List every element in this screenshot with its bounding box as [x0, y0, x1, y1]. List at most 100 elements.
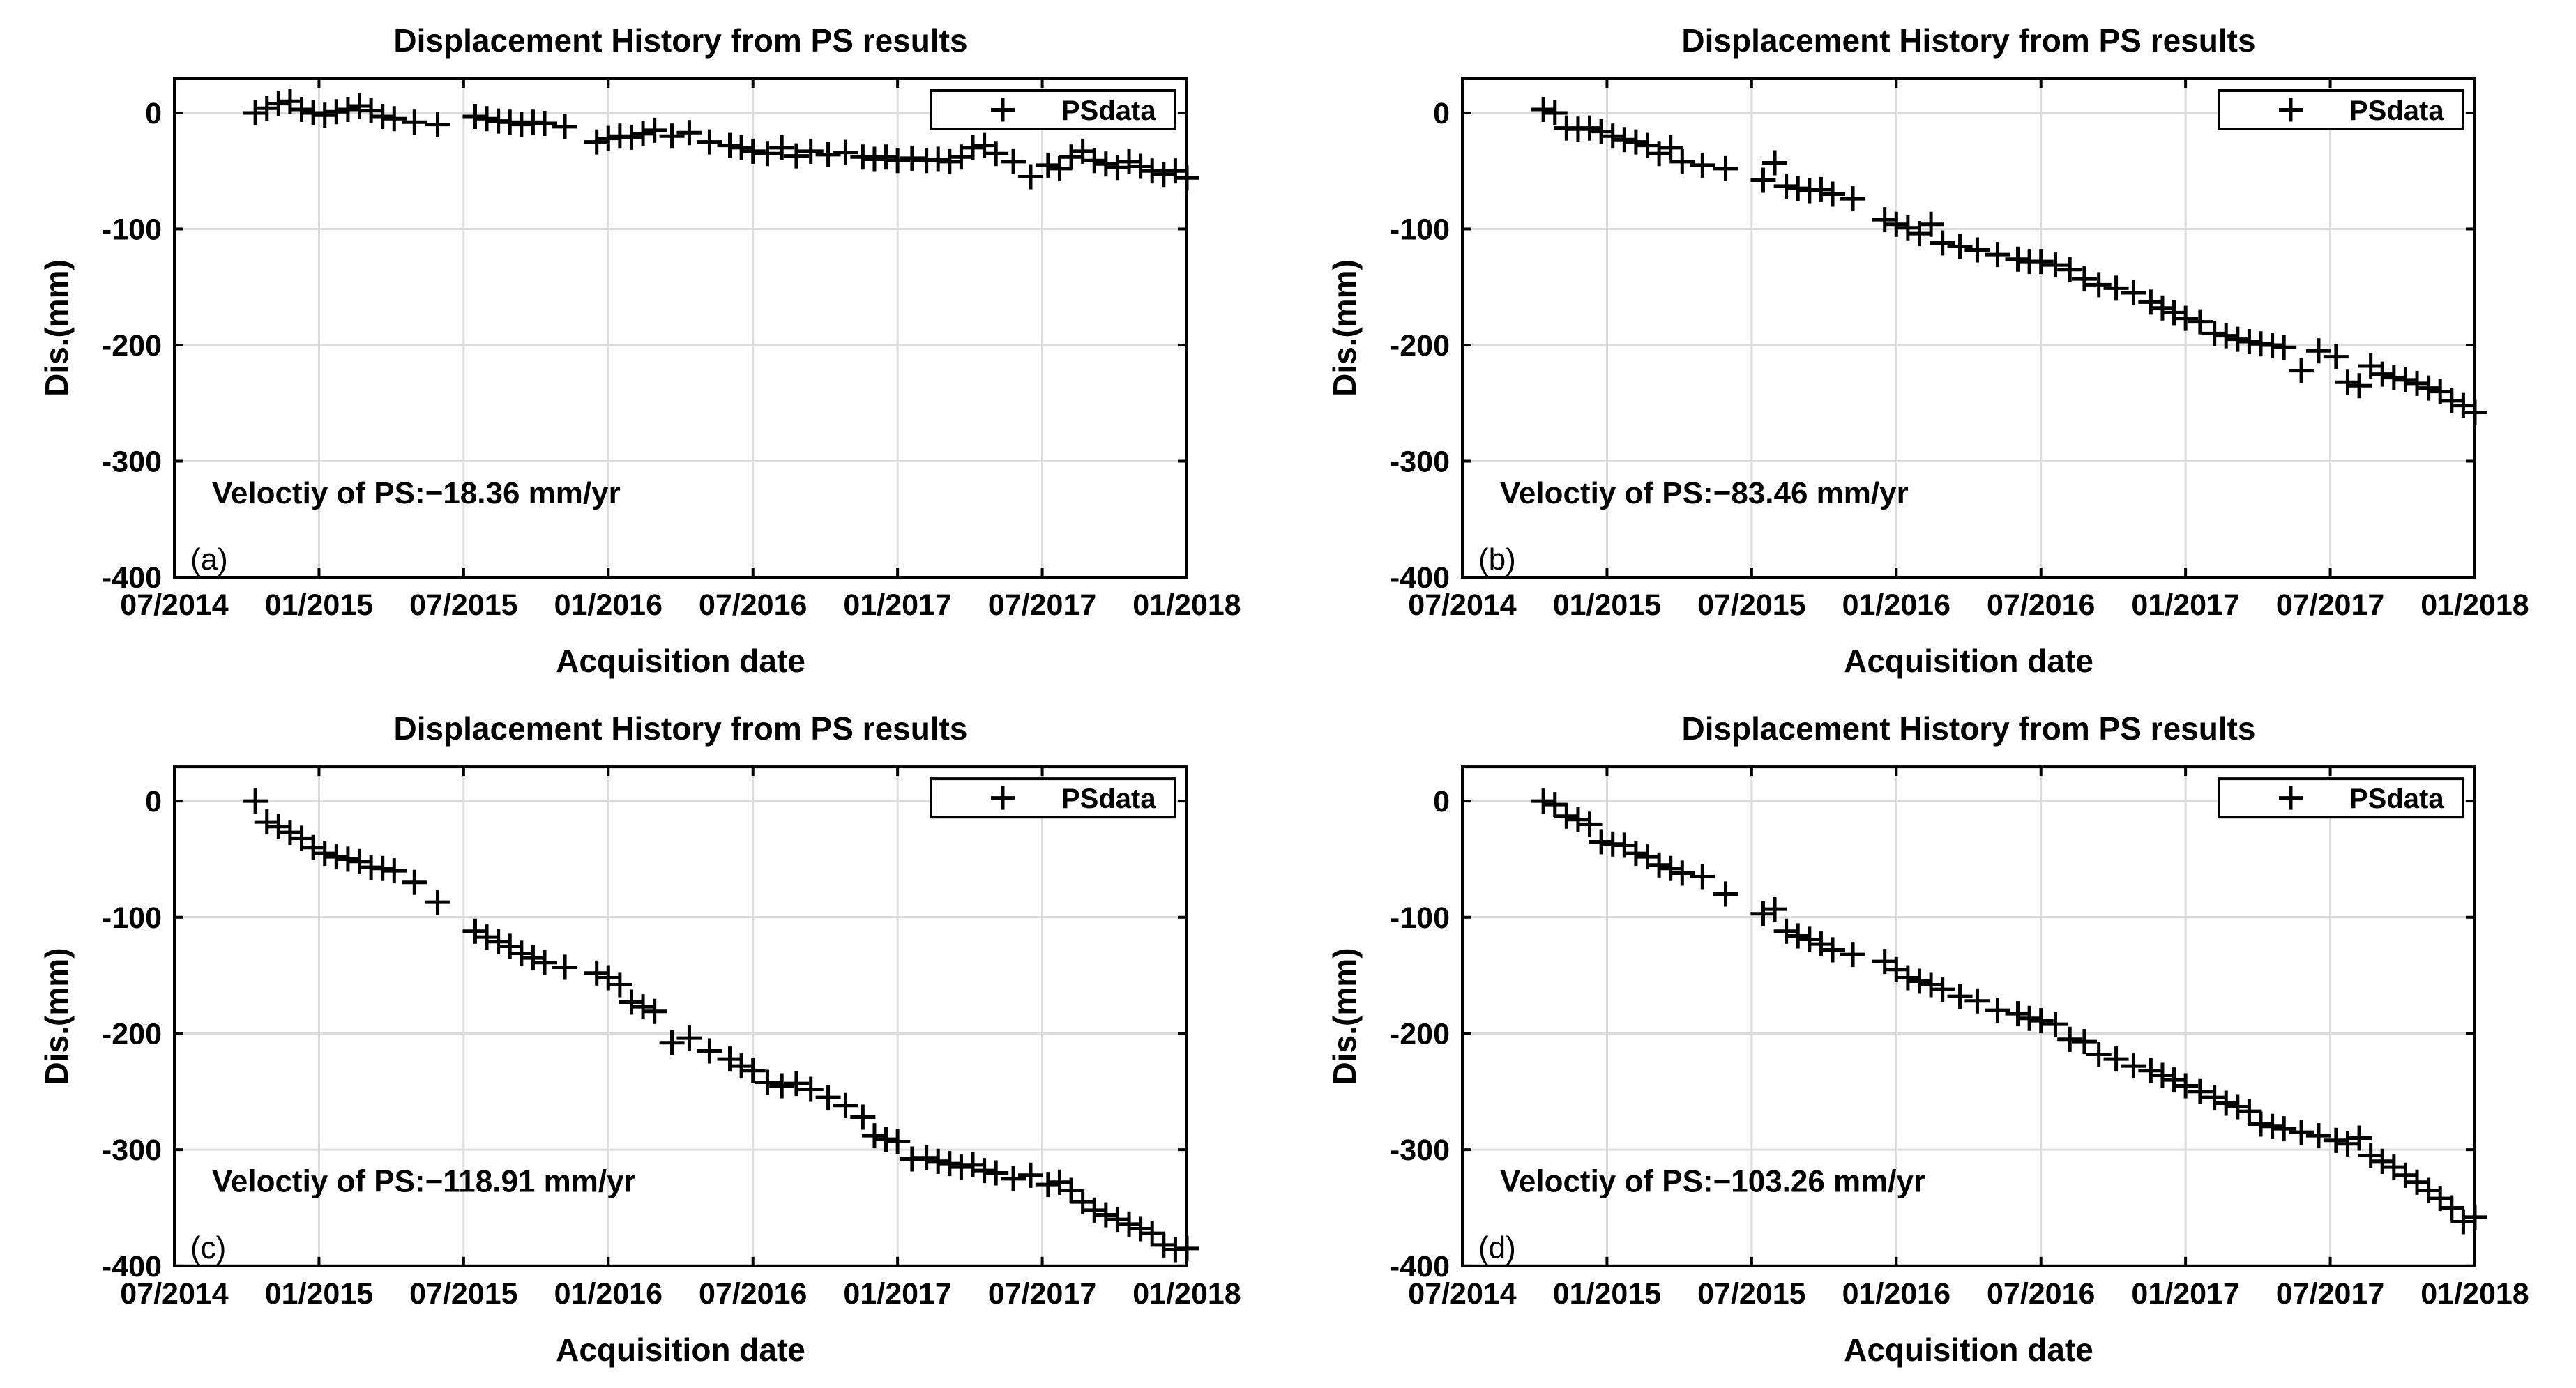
x-tick-label: 07/2015: [409, 588, 517, 622]
ps-marker: [2202, 321, 2227, 346]
y-tick-label: 0: [1433, 97, 1450, 130]
ps-marker: [2381, 365, 2407, 390]
ps-marker: [2347, 1125, 2372, 1151]
ps-marker: [1531, 96, 1556, 122]
ps-marker: [1542, 100, 1568, 125]
ps-marker: [2103, 275, 2129, 301]
ps-marker: [1082, 148, 1107, 174]
axes-box: [173, 77, 1188, 579]
ps-marker: [2071, 1029, 2097, 1055]
ps-marker: [1713, 881, 1738, 907]
ps-marker: [1713, 155, 1738, 181]
velocity-annotation: Veloctiy of PS:−83.46 mm/yr: [1500, 476, 1909, 510]
ps-marker: [474, 106, 500, 132]
y-tick-label: -100: [1390, 901, 1450, 935]
y-axis-label: Dis.(mm): [38, 259, 75, 397]
chart-title: Displacement History from PS results: [1681, 22, 2255, 59]
ps-marker: [2450, 1209, 2476, 1235]
ps-marker: [370, 103, 395, 129]
ps-marker: [1059, 144, 1084, 170]
x-tick-label: 01/2015: [1553, 588, 1661, 622]
ps-marker: [833, 1092, 858, 1118]
ps-marker: [2439, 388, 2464, 413]
ps-marker: [2057, 1026, 2083, 1052]
ps-marker: [960, 1152, 986, 1177]
ps-marker: [1773, 918, 1799, 944]
ps-marker: [937, 1151, 962, 1177]
velocity-annotation: Veloctiy of PS:−118.91 mm/yr: [212, 1165, 636, 1199]
ps-marker: [1762, 150, 1788, 176]
ps-marker: [1840, 942, 1866, 968]
x-tick-label: 01/2016: [554, 588, 662, 622]
ps-marker: [740, 138, 766, 164]
ps-marker: [1796, 926, 1822, 952]
tick-marks: [173, 79, 1188, 579]
legend-label: PSdata: [1061, 784, 1156, 814]
ps-marker: [861, 1123, 887, 1149]
ps-marker: [1017, 164, 1043, 190]
chart-a: 07/2014 01/2015 07/2015 01/2016 07/2016 01/20…: [38, 22, 1241, 679]
x-tick-label: 07/2014: [1408, 1277, 1516, 1311]
x-tick-label: 07/2017: [2276, 1277, 2384, 1311]
ps-marker: [2305, 1123, 2331, 1149]
gridlines: [1462, 767, 2475, 1266]
y-tick-label: -400: [102, 1250, 162, 1283]
ps-marker: [885, 1129, 911, 1154]
ps-data-points: [1531, 96, 2487, 425]
ps-marker: [1762, 897, 1788, 922]
tick-marks: [173, 767, 1188, 1267]
ps-marker: [630, 121, 656, 146]
ps-marker: [1690, 152, 1715, 178]
x-tick-label: 01/2017: [843, 588, 951, 622]
ps-marker: [1895, 965, 1920, 991]
x-tick-label: 01/2015: [265, 1277, 373, 1311]
ps-marker: [358, 98, 384, 123]
y-tick-label: 0: [145, 97, 162, 130]
ps-marker: [2086, 272, 2112, 298]
y-axis-label: Dis.(mm): [1326, 947, 1363, 1085]
subplot-b: 07/2014 01/2015 07/2015 01/2016 07/2016 01/20…: [1316, 11, 2576, 699]
ps-marker: [1093, 151, 1119, 177]
ps-marker: [2173, 305, 2199, 331]
legend-marker-icon: [2279, 786, 2303, 810]
ps-marker: [815, 1085, 841, 1111]
ps-marker: [619, 989, 644, 1015]
ps-marker: [1964, 988, 1990, 1014]
ps-marker: [1808, 176, 1834, 202]
y-tick-label: -100: [102, 901, 162, 935]
ps-marker: [630, 994, 656, 1020]
ps-marker: [1884, 211, 1909, 237]
ps-marker: [347, 93, 372, 119]
x-tick-label: 07/2015: [1697, 1277, 1805, 1311]
ps-marker: [2202, 1085, 2227, 1111]
ps-marker: [381, 858, 407, 884]
y-tick-label: -300: [1390, 445, 1450, 478]
ps-marker: [552, 114, 578, 139]
ps-marker: [301, 100, 326, 125]
ps-marker: [1162, 158, 1188, 184]
corner-label: (a): [190, 542, 228, 577]
gridlines: [1462, 79, 2475, 577]
y-tick-label: -200: [102, 329, 162, 363]
x-tick-label: 07/2016: [699, 588, 807, 622]
ps-marker: [607, 972, 632, 998]
y-tick-label: -100: [1390, 213, 1450, 246]
ps-marker: [2358, 1143, 2384, 1168]
ps-marker: [335, 96, 361, 122]
ps-marker: [2043, 252, 2068, 278]
ps-marker: [1669, 860, 1695, 886]
legend-marker-icon: [991, 98, 1015, 122]
y-tick-label: -200: [102, 1017, 162, 1051]
x-tick-label: 07/2015: [1697, 588, 1805, 622]
ps-marker: [1646, 852, 1672, 878]
legend: PSdata: [930, 89, 1176, 130]
ps-marker: [983, 1160, 1009, 1186]
ps-marker: [2404, 370, 2430, 396]
ps-marker: [1947, 234, 1973, 259]
ps-marker: [769, 1073, 795, 1099]
ps-marker: [2289, 358, 2314, 383]
ps-marker: [347, 848, 372, 874]
ps-marker: [899, 145, 925, 171]
ps-marker: [1750, 901, 1776, 926]
x-tick-label: 01/2015: [1553, 1277, 1661, 1311]
